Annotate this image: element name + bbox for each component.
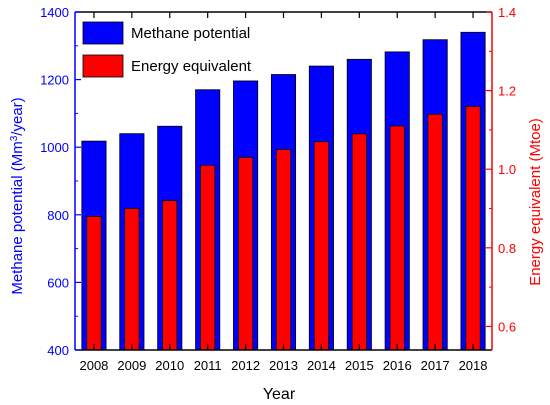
y-right-tick-label-1.2: 1.2 xyxy=(498,84,516,99)
bar-energy-equivalent-2017 xyxy=(427,113,443,351)
x-tick-label-2017: 2017 xyxy=(421,358,450,373)
y-left-tick-label-800: 800 xyxy=(47,208,69,223)
bar-energy-equivalent-2013 xyxy=(275,149,292,351)
x-tick-label-2011: 2011 xyxy=(194,358,222,373)
bar-energy-equivalent-2016 xyxy=(389,125,405,351)
y-left-tick-label-1400: 1400 xyxy=(40,5,69,20)
x-tick-label-2012: 2012 xyxy=(231,358,260,373)
legend-swatch-energy-equivalent xyxy=(82,54,124,78)
y-axis-left-label-prefix: Methane potential (Mm xyxy=(9,141,26,294)
legend-label-methane-potential: Methane potential xyxy=(131,25,250,42)
y-left-tick-label-400: 400 xyxy=(47,343,69,358)
bar-energy-equivalent-2014 xyxy=(313,141,330,351)
bar-energy-equivalent-2012 xyxy=(237,157,254,351)
y-right-tick-label-0.8: 0.8 xyxy=(498,241,516,256)
y-right-tick-label-0.6: 0.6 xyxy=(498,319,516,334)
x-axis: 2008 2009 2010 2011 2012 2013 2014 2015 2016 2017… xyxy=(79,12,488,373)
x-tick-label-2010: 2010 xyxy=(155,358,184,373)
bar-energy-equivalent-2018 xyxy=(465,105,481,351)
y-left-tick-label-1000: 1000 xyxy=(40,140,69,155)
bar-energy-equivalent-2008 xyxy=(86,215,102,351)
legend: Methane potential Energy equivalent xyxy=(82,21,252,78)
y-left-tick-label-600: 600 xyxy=(47,275,69,290)
x-axis-label: Year xyxy=(263,386,296,403)
y-axis-right: 0.6 0.8 1.0 1.2 1.4 xyxy=(486,5,516,334)
x-tick-label-2009: 2009 xyxy=(117,358,146,373)
y-axis-right-label: Energy equivalent (Mtoe) xyxy=(527,118,544,286)
y-axis-left-label-suffix: /year) xyxy=(9,97,26,135)
bar-energy-equivalent-2015 xyxy=(351,133,367,351)
x-tick-label-2008: 2008 xyxy=(79,358,108,373)
y-left-tick-label-1200: 1200 xyxy=(40,73,69,88)
y-right-tick-label-1.4: 1.4 xyxy=(498,5,516,20)
legend-label-energy-equivalent: Energy equivalent xyxy=(131,58,252,75)
x-tick-label-2018: 2018 xyxy=(459,358,488,373)
bar-energy-equivalent-2009 xyxy=(124,208,140,351)
y-axis-left-label-superscript: 3 xyxy=(9,135,20,141)
bars-layer xyxy=(81,31,486,351)
x-tick-label-2013: 2013 xyxy=(269,358,298,373)
y-axis-left: 400 600 800 1000 1200 1400 xyxy=(40,5,81,358)
x-tick-label-2016: 2016 xyxy=(383,358,412,373)
legend-swatch-methane-potential xyxy=(82,21,124,45)
bar-energy-equivalent-2010 xyxy=(162,200,178,351)
x-tick-label-2015: 2015 xyxy=(345,358,374,373)
y-right-tick-label-1: 1.0 xyxy=(498,162,516,177)
bar-energy-equivalent-2011 xyxy=(200,164,216,351)
x-tick-label-2014: 2014 xyxy=(307,358,336,373)
y-axis-left-label: Methane potential (Mm3/year) xyxy=(9,97,27,294)
